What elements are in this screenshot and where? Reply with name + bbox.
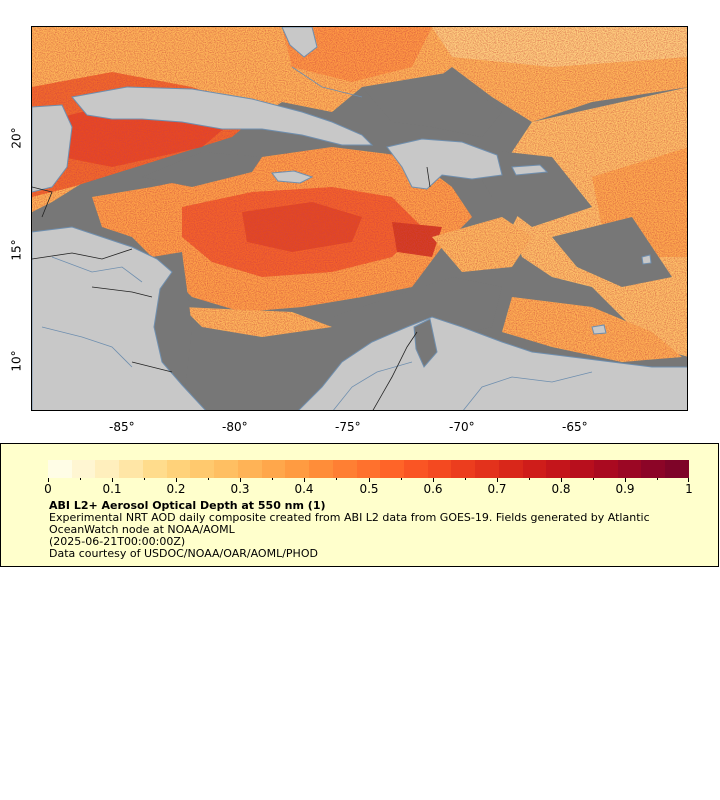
colorbar-cell bbox=[237, 460, 262, 478]
colorbar-tick-mark bbox=[80, 478, 81, 480]
legend-credit: Data courtesy of USDOC/NOAA/OAR/AOML/PHO… bbox=[49, 547, 318, 560]
colorbar-cell bbox=[522, 460, 547, 478]
colorbar-cell bbox=[546, 460, 571, 478]
colorbar-tick-label: 0.2 bbox=[166, 482, 186, 496]
colorbar-tick-mark bbox=[240, 478, 241, 482]
colorbar-tick-mark bbox=[272, 478, 273, 480]
aod-map bbox=[31, 26, 688, 411]
colorbar-cell bbox=[475, 460, 499, 478]
colorbar-cell bbox=[95, 460, 120, 478]
colorbar-tick-label: 0.3 bbox=[230, 482, 250, 496]
colorbar-ticks: 0 0.1 0.2 0.3 0.4 0.5 0.6 0.7 0.8 0.9 1 bbox=[44, 478, 693, 498]
colorbar-tick-label: 0.8 bbox=[551, 482, 571, 496]
colorbar-tick-label: 0.6 bbox=[423, 482, 443, 496]
colorbar-tick-mark bbox=[401, 478, 402, 480]
colorbar-cell bbox=[451, 460, 476, 478]
legend-date: (2025-06-21T00:00:00Z) bbox=[49, 535, 186, 548]
colorbar-cell bbox=[119, 460, 143, 478]
colorbar-tick-mark bbox=[561, 478, 562, 482]
rivers bbox=[41, 66, 593, 410]
lon-tick-label: -65° bbox=[562, 420, 588, 434]
colorbar-tick-mark bbox=[369, 478, 370, 482]
colorbar-cell bbox=[356, 460, 381, 478]
lon-tick-label: -85° bbox=[109, 420, 135, 434]
colorbar-cell bbox=[427, 460, 452, 478]
colorbar-cell bbox=[641, 460, 666, 478]
colorbar-tick-label: 0.4 bbox=[294, 482, 314, 496]
colorbar-tick-mark bbox=[144, 478, 145, 480]
colorbar-tick-mark bbox=[336, 478, 337, 480]
colorbar-tick-mark bbox=[304, 478, 305, 482]
colorbar-tick-mark bbox=[176, 478, 177, 482]
map-canvas bbox=[32, 27, 687, 410]
colorbar-cell bbox=[309, 460, 333, 478]
colorbar-cell bbox=[617, 460, 642, 478]
colorbar-tick-mark bbox=[112, 478, 113, 482]
legend-description: Experimental NRT AOD daily composite cre… bbox=[49, 511, 650, 536]
colorbar-tick-mark bbox=[593, 478, 594, 480]
colorbar-cell bbox=[332, 460, 357, 478]
colorbar-tick-label: 1 bbox=[685, 482, 693, 496]
colorbar-cell bbox=[190, 460, 215, 478]
colorbar-cell bbox=[285, 460, 310, 478]
colorbar-tick-label: 0.7 bbox=[487, 482, 507, 496]
no-data-holes bbox=[112, 72, 672, 410]
colorbar-tick-label: 0.5 bbox=[359, 482, 379, 496]
colorbar-tick-mark bbox=[433, 478, 434, 482]
colorbar-cell bbox=[48, 460, 72, 478]
colorbar-tick-mark bbox=[625, 478, 626, 482]
colorbar-tick-mark bbox=[529, 478, 530, 480]
lat-tick-label: 15° bbox=[9, 239, 24, 261]
legend-text: ABI L2+ Aerosol Optical Depth at 550 nm … bbox=[49, 500, 689, 560]
colorbar-tick-label: 0.9 bbox=[615, 482, 635, 496]
legend-title: ABI L2+ Aerosol Optical Depth at 550 nm … bbox=[49, 499, 326, 512]
colorbar-cell bbox=[404, 460, 428, 478]
colorbar-tick-mark bbox=[48, 478, 49, 482]
colorbar-cell bbox=[593, 460, 618, 478]
colorbar-cell bbox=[665, 460, 689, 478]
legend-panel: 0 0.1 0.2 0.3 0.4 0.5 0.6 0.7 0.8 0.9 1 ABI L2+ Ae… bbox=[0, 443, 719, 567]
colorbar-cell bbox=[380, 460, 405, 478]
lon-tick-label: -80° bbox=[222, 420, 248, 434]
colorbar-cell bbox=[142, 460, 167, 478]
colorbar-tick-mark bbox=[208, 478, 209, 480]
colorbar-cell bbox=[570, 460, 594, 478]
lon-tick-label: -75° bbox=[335, 420, 361, 434]
lat-tick-label: 20° bbox=[9, 127, 24, 149]
lat-tick-label: 10° bbox=[9, 350, 24, 372]
colorbar-tick-mark bbox=[465, 478, 466, 480]
colorbar-cell bbox=[498, 460, 523, 478]
land bbox=[32, 27, 687, 410]
borders bbox=[32, 166, 431, 410]
lon-tick-label: -70° bbox=[449, 420, 475, 434]
colorbar-tick-mark bbox=[688, 478, 689, 482]
colorbar bbox=[48, 460, 689, 478]
colorbar-cell bbox=[214, 460, 238, 478]
colorbar-cell bbox=[261, 460, 286, 478]
colorbar-tick-label: 0 bbox=[44, 482, 52, 496]
colorbar-tick-label: 0.1 bbox=[102, 482, 122, 496]
colorbar-tick-mark bbox=[657, 478, 658, 480]
colorbar-tick-mark bbox=[497, 478, 498, 482]
colorbar-cell bbox=[166, 460, 191, 478]
colorbar-cell bbox=[71, 460, 96, 478]
